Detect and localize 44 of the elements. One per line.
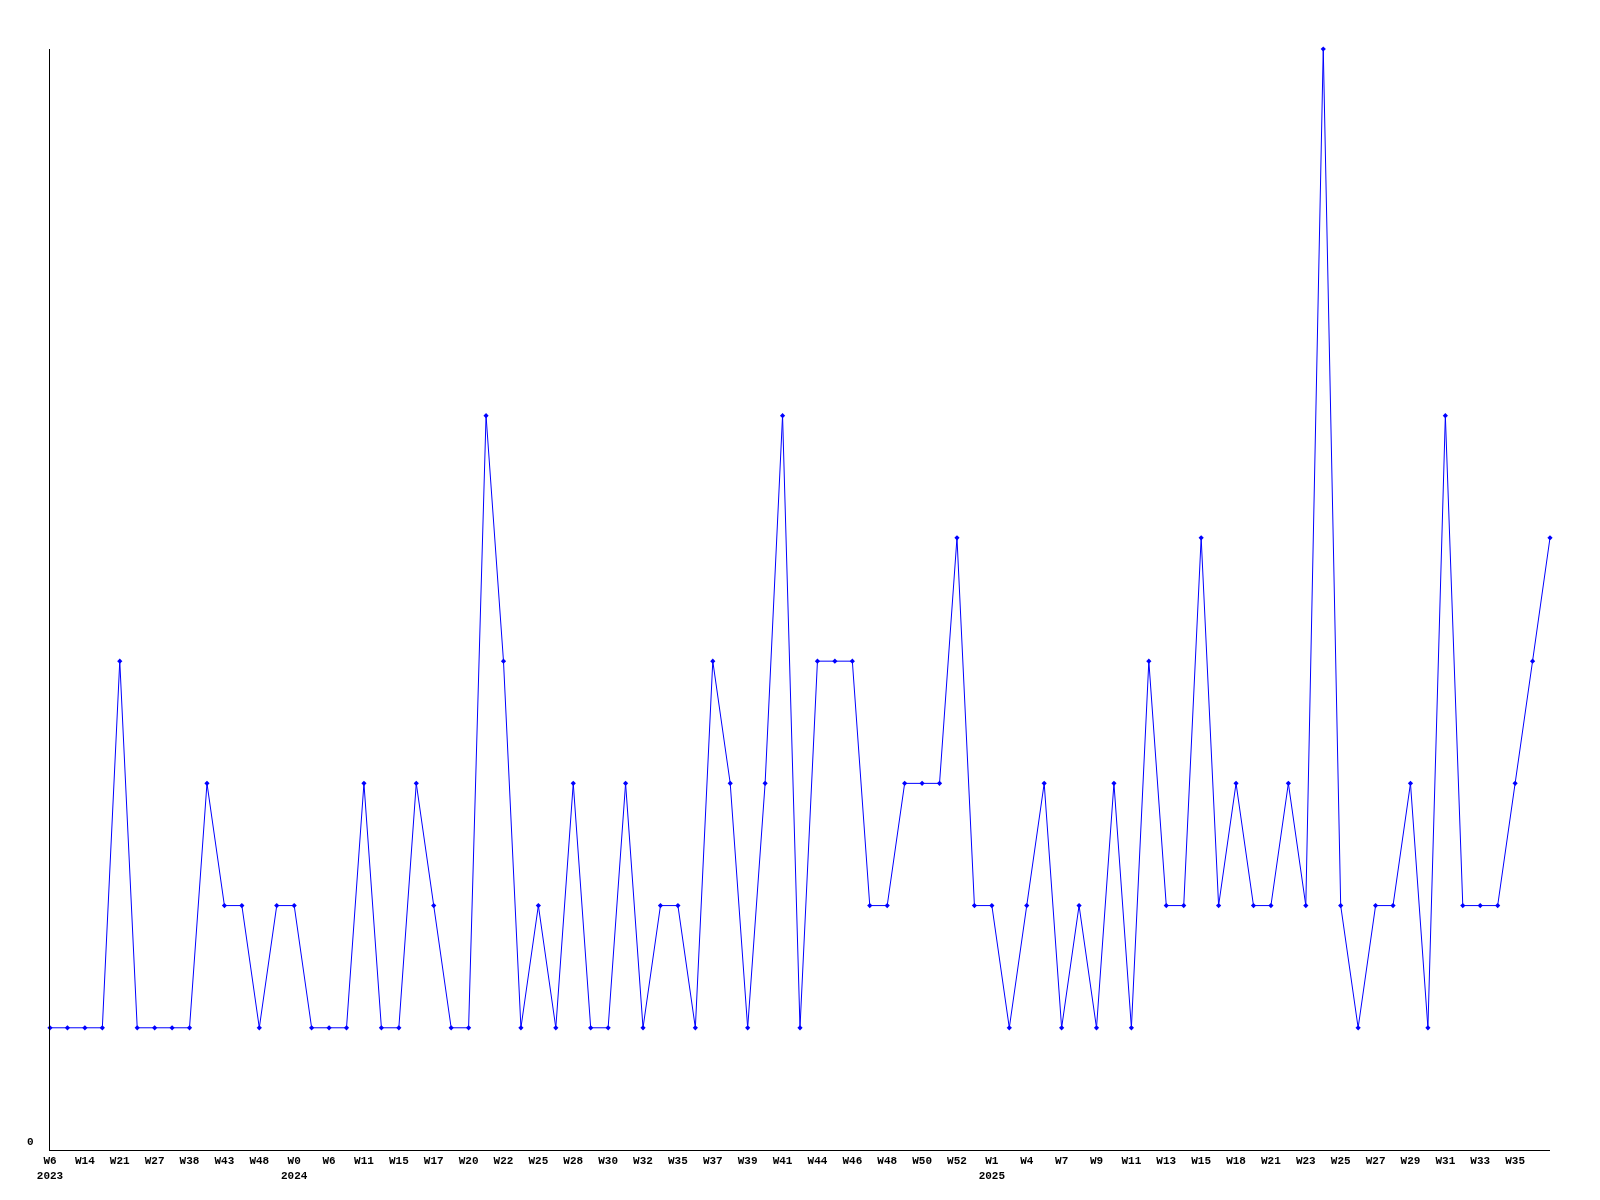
x-tick-label: W41 xyxy=(772,1155,793,1168)
x-tick-label: W1 2025 xyxy=(978,1155,1006,1182)
x-tick-label: W35 xyxy=(668,1155,689,1168)
x-tick-label: W50 xyxy=(912,1155,932,1168)
x-tick-label: W11 xyxy=(354,1155,375,1168)
x-tick-label: W44 xyxy=(807,1155,828,1168)
x-tick-label: W18 xyxy=(1226,1155,1247,1168)
x-tick-label: W25 xyxy=(528,1155,549,1168)
x-tick-label: W30 xyxy=(598,1155,619,1168)
x-tick-label: W21 xyxy=(109,1155,131,1168)
x-tick-label: W15 xyxy=(1191,1155,1212,1168)
x-tick-label: W29 xyxy=(1400,1155,1421,1168)
x-tick-label: W27 xyxy=(144,1155,165,1168)
x-tick-label: W7 xyxy=(1055,1155,1069,1168)
x-tick-label: W32 xyxy=(633,1155,653,1168)
x-tick-label: W38 xyxy=(179,1155,200,1168)
x-tick-label: W46 xyxy=(842,1155,863,1168)
x-tick-label: W37 xyxy=(702,1155,723,1168)
x-tick-label: W33 xyxy=(1470,1155,1491,1168)
x-tick-label: W25 xyxy=(1330,1155,1351,1168)
x-tick-label: W4 xyxy=(1020,1155,1034,1168)
x-tick-label: W9 xyxy=(1089,1155,1104,1168)
x-tick-label: W0 2024 xyxy=(280,1155,308,1182)
x-tick-label: W39 xyxy=(737,1155,758,1168)
x-tick-label: W48 xyxy=(877,1155,898,1168)
x-tick-label: W22 xyxy=(493,1155,514,1168)
x-tick-label: W11 xyxy=(1121,1155,1142,1168)
x-tick-label: W43 xyxy=(214,1155,235,1168)
x-tick-label: W23 xyxy=(1295,1155,1317,1168)
x-tick-label: W17 xyxy=(423,1155,444,1168)
x-tick-label: W27 xyxy=(1365,1155,1386,1168)
x-tick-label: W14 xyxy=(74,1155,96,1168)
x-tick-label: W52 xyxy=(947,1155,967,1168)
x-tick-label: W13 xyxy=(1156,1155,1177,1168)
x-tick-label: W15 xyxy=(388,1155,410,1168)
x-tick-label: W20 xyxy=(458,1155,479,1168)
x-tick-label: W28 xyxy=(563,1155,584,1168)
x-tick-label: W6 2023 xyxy=(36,1155,64,1182)
x-tick-label: W6 xyxy=(322,1155,336,1168)
x-tick-label: W35 xyxy=(1505,1155,1526,1168)
x-tick-label: W31 xyxy=(1435,1155,1456,1168)
x-tick-label: W21 xyxy=(1261,1155,1282,1168)
x-tick-label: W48 xyxy=(249,1155,270,1168)
text: 0 xyxy=(27,1136,34,1148)
